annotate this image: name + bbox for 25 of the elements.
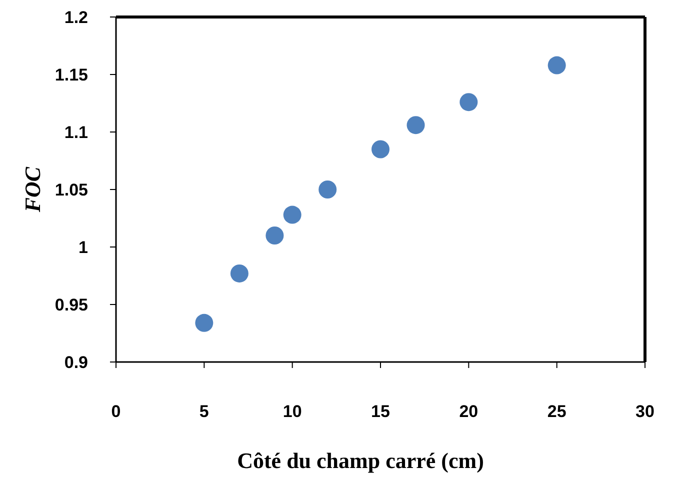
y-tick-label: 1.2 [64,8,88,27]
point [548,56,566,74]
point [283,206,302,224]
point [318,180,337,198]
y-tick-label: 0.9 [64,352,88,372]
y-tick-label: 1.15 [54,65,88,84]
y-tick-label: 1.05 [54,180,88,200]
x-tick-label: 20 [459,402,478,421]
y-tick-label: 0.95 [54,295,88,314]
point [230,264,248,282]
point [406,116,425,134]
point [195,314,214,332]
point [266,226,284,244]
point [372,140,390,158]
point [460,93,478,112]
y-tick-label: 1.1 [64,122,88,142]
y-tick-label: 1 [78,238,88,257]
x-tick-label: 0 [111,402,121,421]
x-axis-title: Côté du champ carré (cm) [237,448,484,473]
x-tick-label: 30 [636,402,654,421]
x-tick-label: 5 [199,402,209,421]
x-tick-label: 25 [547,402,566,421]
x-tick-label: 10 [282,402,302,421]
y-axis-title: FOC [20,166,45,214]
x-tick-label: 15 [371,402,390,421]
